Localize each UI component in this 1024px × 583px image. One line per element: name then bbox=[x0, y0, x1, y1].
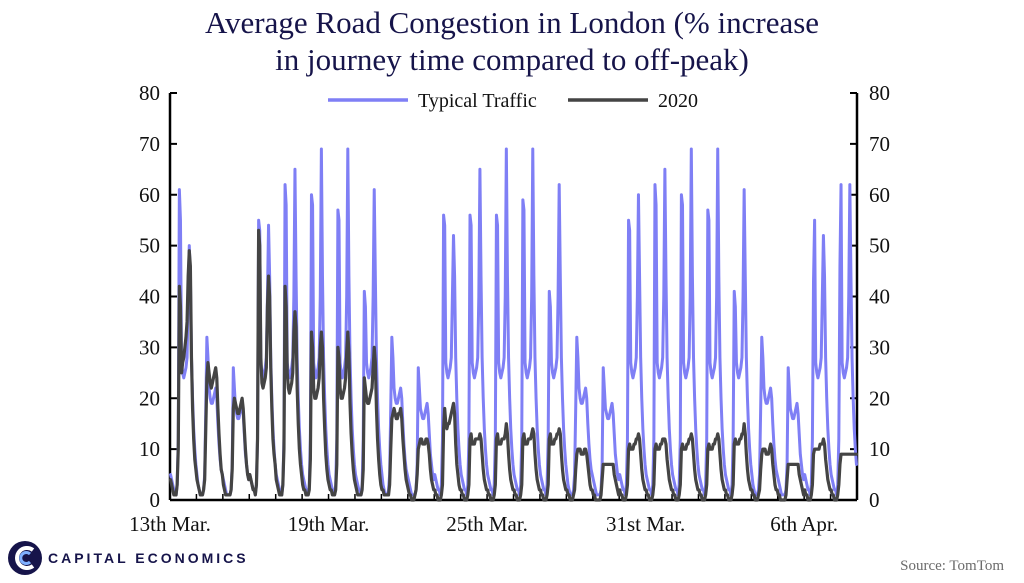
x-tick-label: 6th Apr. bbox=[770, 512, 838, 536]
capital-economics-logo-icon bbox=[8, 541, 42, 575]
y-tick-label-left: 10 bbox=[139, 437, 160, 461]
y-tick-label-left: 0 bbox=[150, 488, 161, 512]
chart-title-line-2: in journey time compared to off-peak) bbox=[275, 42, 749, 77]
y-tick-label-right: 40 bbox=[869, 285, 890, 309]
chart-series bbox=[168, 147, 859, 502]
series-line-2020 bbox=[168, 228, 859, 502]
source-note: Source: TomTom bbox=[900, 558, 1004, 574]
y-tick-label-left: 70 bbox=[139, 132, 160, 156]
chart-legend: Typical Traffic 2020 bbox=[328, 90, 698, 112]
y-tick-label-left: 30 bbox=[139, 335, 160, 359]
y-tick-label-left: 50 bbox=[139, 234, 160, 258]
chart-title-line-1: Average Road Congestion in London (% inc… bbox=[204, 5, 820, 40]
y-tick-label-right: 80 bbox=[869, 81, 890, 105]
brand-logo: CAPITAL ECONOMICS bbox=[6, 539, 249, 577]
brand-name: CAPITAL ECONOMICS bbox=[48, 550, 249, 566]
x-tick-label: 19th Mar. bbox=[288, 512, 370, 536]
legend-item-typical-traffic-label: Typical Traffic bbox=[418, 90, 537, 112]
x-tick-label: 31st Mar. bbox=[606, 512, 685, 536]
y-tick-label-right: 50 bbox=[869, 234, 890, 258]
y-tick-label-right: 10 bbox=[869, 437, 890, 461]
y-tick-label-left: 80 bbox=[139, 81, 160, 105]
legend-item-2020-label: 2020 bbox=[658, 90, 698, 112]
series-line-typical-traffic bbox=[169, 147, 858, 497]
x-tick-label: 13th Mar. bbox=[129, 512, 211, 536]
y-tick-label-right: 70 bbox=[869, 132, 890, 156]
y-tick-label-right: 30 bbox=[869, 335, 890, 359]
y-tick-label-right: 0 bbox=[869, 488, 880, 512]
x-tick-label: 25th Mar. bbox=[446, 512, 528, 536]
y-tick-label-left: 40 bbox=[139, 285, 160, 309]
y-tick-label-left: 60 bbox=[139, 183, 160, 207]
y-tick-label-left: 20 bbox=[139, 386, 160, 410]
y-tick-label-right: 20 bbox=[869, 386, 890, 410]
y-tick-label-right: 60 bbox=[869, 183, 890, 207]
chart-title: Average Road Congestion in London (% inc… bbox=[0, 4, 1024, 78]
